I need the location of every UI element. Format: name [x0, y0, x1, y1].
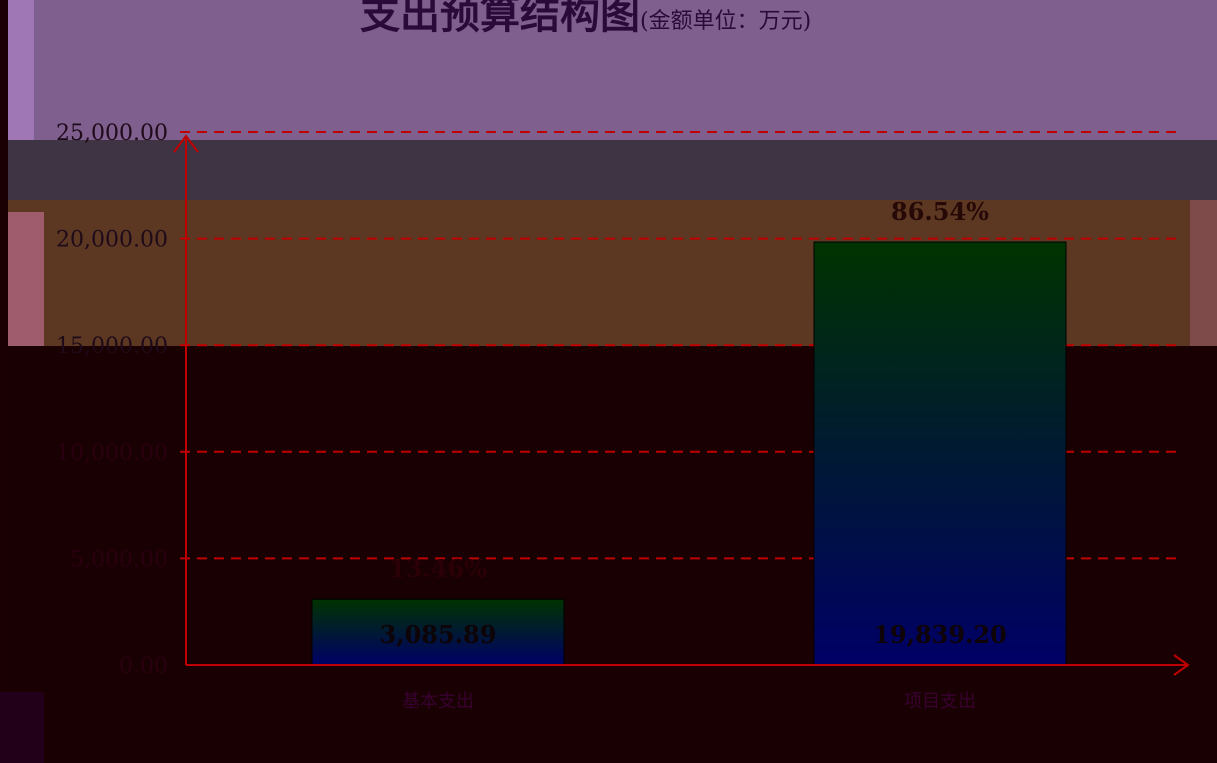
- bar-value-label: 3,085.89: [380, 620, 497, 649]
- labels: 0.00 5,000.00 10,000.00 15,000.00 20,000.00 2…: [56, 121, 1007, 712]
- y-tick-label: 25,000.00: [56, 121, 168, 146]
- x-category-label: 项目支出: [904, 691, 976, 712]
- bar: [813, 241, 1067, 666]
- y-tick-label: 20,000.00: [56, 228, 168, 253]
- bar-percent-label: 13.46%: [389, 554, 487, 583]
- background-band-top: [8, 0, 1217, 140]
- background-band-2-left: [8, 212, 44, 355]
- background-band-2-right: [1190, 200, 1217, 346]
- bars: [311, 241, 1067, 666]
- chart-title: 支出预算结构图(金额单位：万元): [360, 0, 811, 40]
- y-axis-arrow: [173, 134, 199, 153]
- y-tick-label: 10,000.00: [56, 441, 168, 466]
- axes: [173, 134, 1190, 676]
- background-bottom-strip: [0, 692, 44, 763]
- bar-value-label: 19,839.20: [873, 620, 1007, 649]
- chart-title-main: 支出预算结构图: [360, 0, 640, 38]
- x-axis-arrow: [1173, 654, 1190, 676]
- bar: [311, 598, 565, 666]
- bar-percent-label: 86.54%: [891, 197, 989, 226]
- chart-subtitle: (金额单位：万元): [640, 9, 812, 34]
- y-tick-label: 5,000.00: [70, 547, 168, 572]
- y-tick-label: 0.00: [119, 654, 168, 679]
- y-tick-label: 15,000.00: [56, 334, 168, 359]
- x-category-label: 基本支出: [402, 691, 474, 712]
